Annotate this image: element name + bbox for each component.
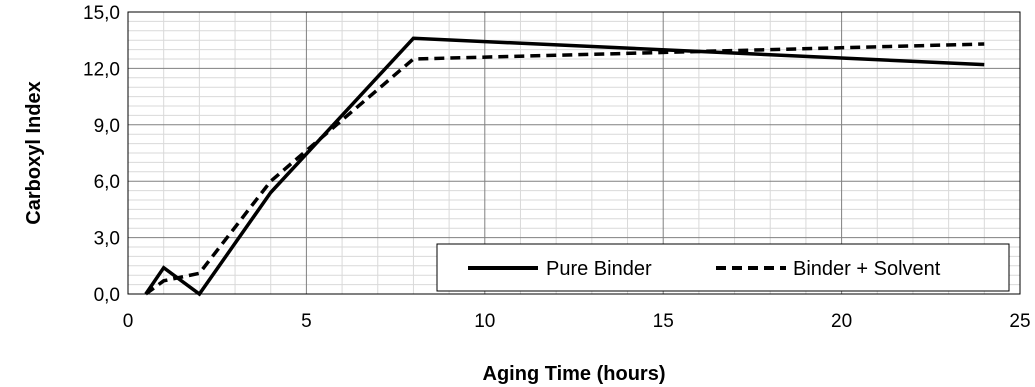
x-tick-label: 20 <box>831 311 852 332</box>
x-tick-labels: 0 5 10 15 20 25 <box>123 311 1031 332</box>
series-line-binder-solvent <box>144 42 985 296</box>
y-tick-label: 0,0 <box>94 285 120 306</box>
y-axis-title: Carboxyl Index <box>23 81 45 224</box>
y-tick-label: 9,0 <box>94 116 120 137</box>
x-tick-label: 25 <box>1009 311 1030 332</box>
legend-label-binder-solvent: Binder + Solvent <box>793 258 941 280</box>
x-tick-label: 0 <box>123 311 134 332</box>
legend: Pure Binder Binder + Solvent <box>436 243 1010 292</box>
x-axis-title: Aging Time (hours) <box>483 363 666 385</box>
plot-border <box>127 11 1021 295</box>
x-tick-label: 15 <box>653 311 674 332</box>
y-tick-labels: 0,0 3,0 6,0 9,0 12,0 15,0 <box>83 3 120 306</box>
y-tick-label: 15,0 <box>83 3 120 24</box>
legend-label-pure-binder: Pure Binder <box>546 258 652 280</box>
x-tick-label: 10 <box>474 311 495 332</box>
y-tick-label: 12,0 <box>83 59 120 80</box>
y-tick-label: 6,0 <box>94 172 120 193</box>
y-tick-label: 3,0 <box>94 229 120 250</box>
series-layer <box>144 36 985 297</box>
series-line-pure-binder <box>144 36 985 297</box>
x-tick-label: 5 <box>301 311 312 332</box>
